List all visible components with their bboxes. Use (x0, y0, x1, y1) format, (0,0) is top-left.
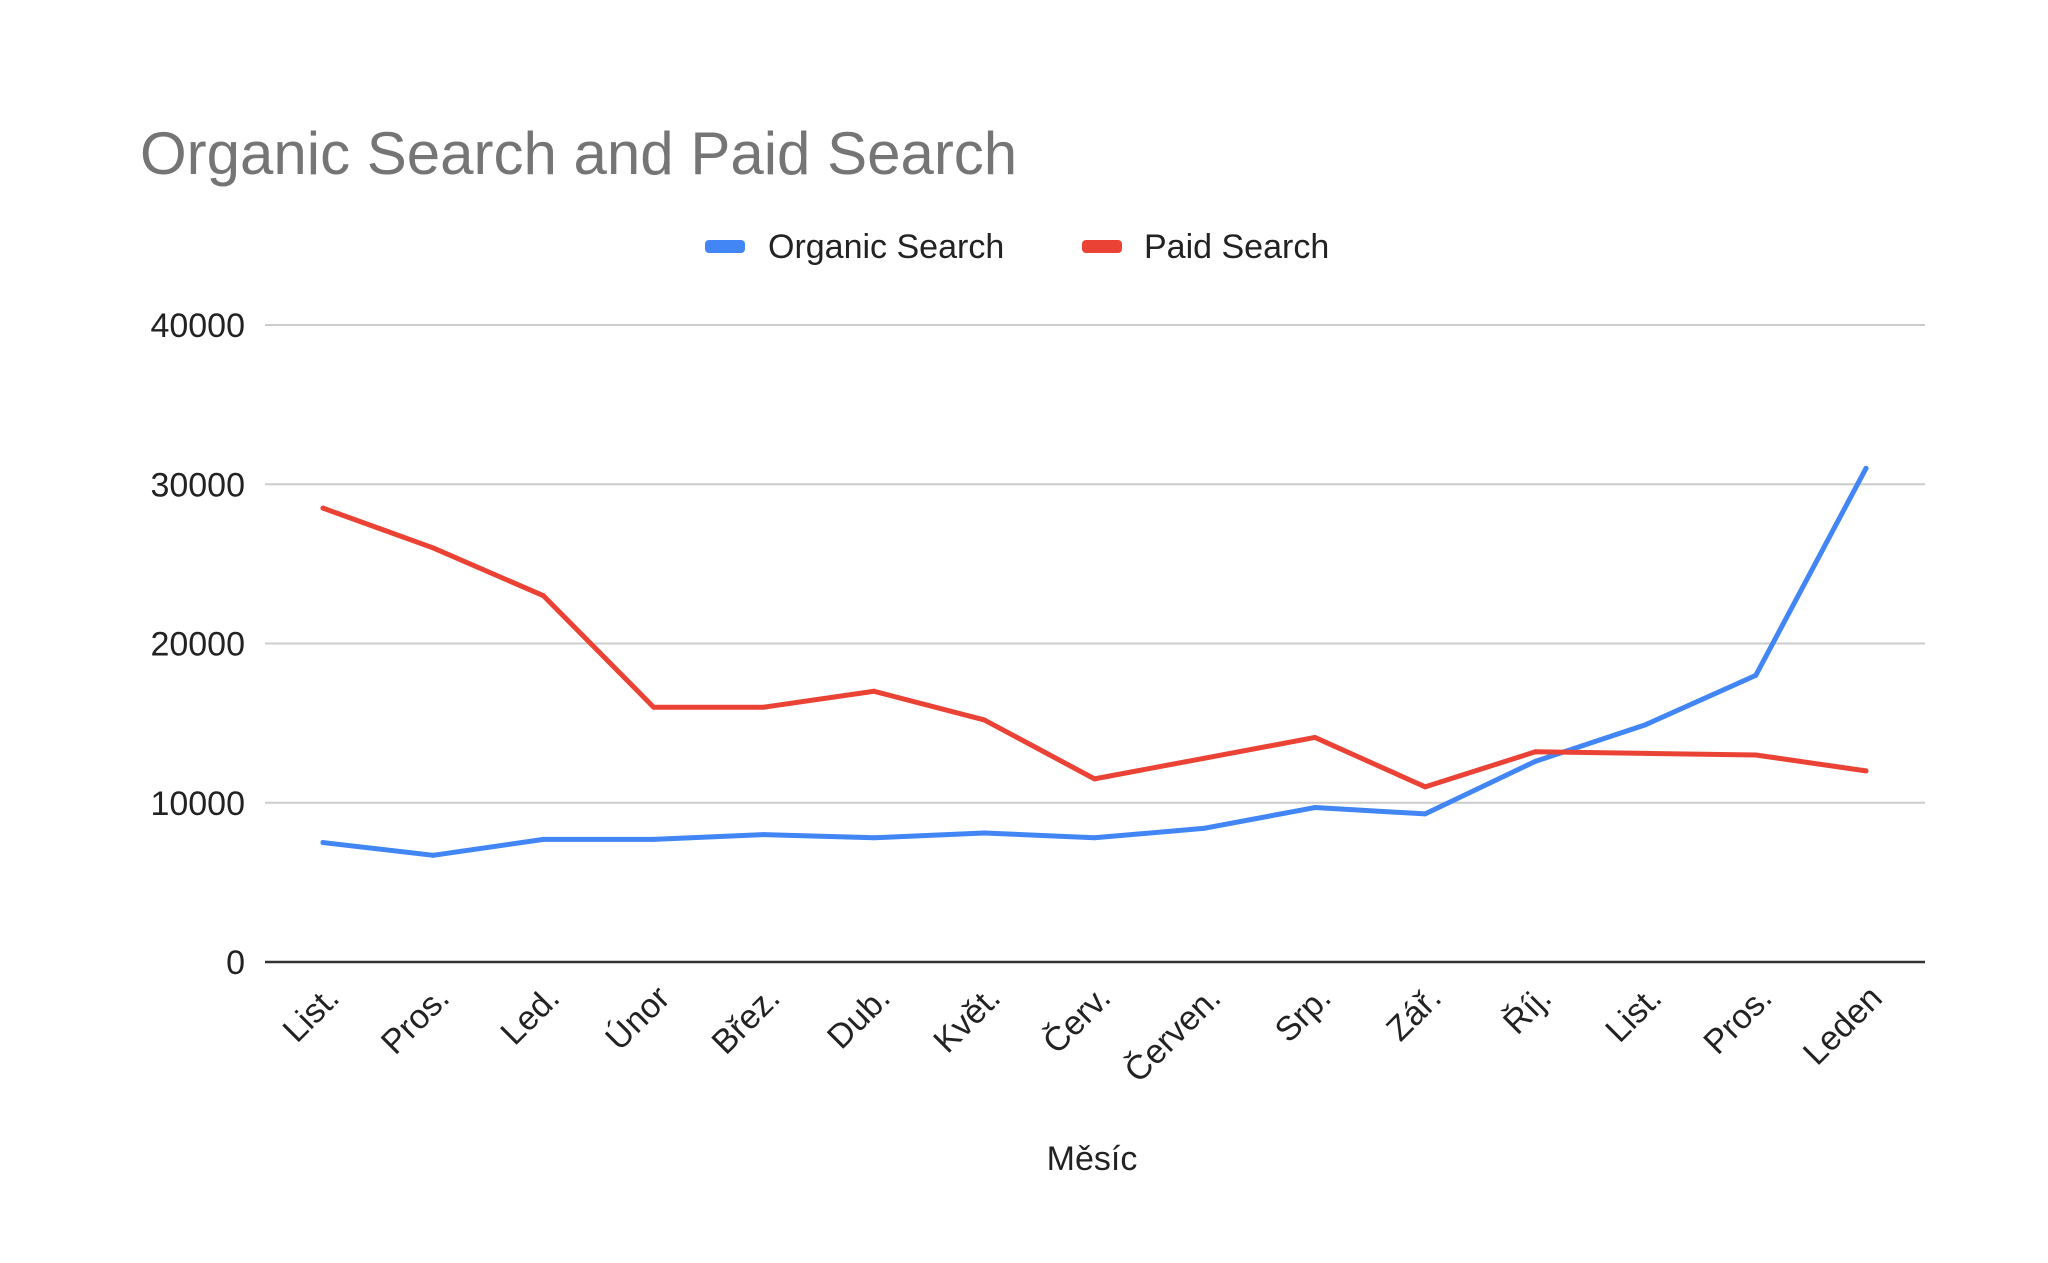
x-tick-label: Květ. (926, 979, 1008, 1061)
x-tick-label: Říj. (1496, 979, 1559, 1042)
data-point-paid[interactable] (1202, 755, 1208, 761)
data-point-paid[interactable] (651, 704, 657, 710)
series-line-paid[interactable] (320, 505, 1869, 790)
data-point-organic[interactable] (981, 830, 987, 836)
legend-swatch-organic (705, 240, 745, 253)
data-point-paid[interactable] (1643, 750, 1649, 756)
x-tick-label: Únor (598, 979, 677, 1058)
data-point-organic[interactable] (1643, 722, 1649, 728)
data-point-paid[interactable] (1863, 768, 1869, 774)
grid (265, 324, 1925, 964)
legend-swatch-paid (1082, 240, 1122, 253)
data-point-organic[interactable] (1092, 835, 1097, 841)
x-tick-label: Leden (1796, 979, 1890, 1073)
y-axis: 0 10000 20000 30000 40000 (150, 307, 245, 982)
y-tick-label: 0 (226, 944, 245, 982)
x-axis: List. Pros. Led. Únor Břez. Dub. Květ. Červ. Čer… (276, 979, 1890, 1090)
x-tick-label: Srp. (1268, 979, 1339, 1050)
data-point-organic[interactable] (320, 840, 326, 846)
data-point-paid[interactable] (761, 704, 767, 710)
series-line-organic[interactable] (320, 465, 1869, 858)
data-point-organic[interactable] (871, 835, 877, 841)
x-tick-label: Červ. (1036, 979, 1119, 1062)
data-point-organic[interactable] (540, 836, 546, 842)
data-point-organic[interactable] (1202, 825, 1208, 831)
x-tick-label: Pros. (374, 979, 457, 1062)
data-point-paid[interactable] (1312, 734, 1318, 740)
data-point-paid[interactable] (1532, 749, 1538, 755)
data-point-organic[interactable] (430, 852, 436, 858)
y-tick-label: 40000 (150, 307, 245, 345)
data-point-paid[interactable] (320, 505, 326, 511)
data-point-paid[interactable] (1753, 752, 1759, 758)
data-point-organic[interactable] (651, 836, 657, 842)
x-tick-label: List. (276, 979, 347, 1050)
data-point-paid[interactable] (430, 545, 436, 551)
data-point-organic[interactable] (1863, 465, 1869, 471)
x-tick-label: Dub. (820, 979, 898, 1057)
x-tick-label: Zář. (1379, 979, 1449, 1049)
x-tick-label: Pros. (1696, 979, 1779, 1062)
x-tick-label: Červen. (1117, 979, 1228, 1090)
x-tick-label: List. (1598, 979, 1669, 1050)
data-point-paid[interactable] (1092, 776, 1097, 782)
legend-item-organic[interactable]: Organic Search (705, 228, 1004, 266)
x-tick-label: Led. (493, 979, 567, 1053)
legend-label-paid: Paid Search (1144, 228, 1329, 266)
data-point-organic[interactable] (1422, 811, 1428, 817)
legend-label-organic: Organic Search (768, 228, 1004, 266)
y-tick-label: 30000 (150, 466, 245, 504)
legend: Organic Search Paid Search (705, 228, 1329, 266)
data-point-organic[interactable] (761, 832, 767, 838)
legend-item-paid[interactable]: Paid Search (1082, 228, 1329, 266)
y-tick-label: 20000 (150, 626, 245, 664)
chart-title: Organic Search and Paid Search (140, 120, 1017, 187)
x-axis-label: Měsíc (1047, 1140, 1138, 1178)
data-point-organic[interactable] (1753, 672, 1759, 678)
data-point-paid[interactable] (981, 717, 987, 723)
y-tick-label: 10000 (150, 785, 245, 823)
data-point-organic[interactable] (1532, 758, 1538, 764)
x-tick-label: Břez. (705, 979, 788, 1062)
data-point-paid[interactable] (540, 593, 546, 599)
data-point-paid[interactable] (871, 688, 877, 694)
data-point-organic[interactable] (1312, 805, 1318, 811)
data-point-paid[interactable] (1422, 784, 1428, 790)
series (320, 465, 1869, 858)
